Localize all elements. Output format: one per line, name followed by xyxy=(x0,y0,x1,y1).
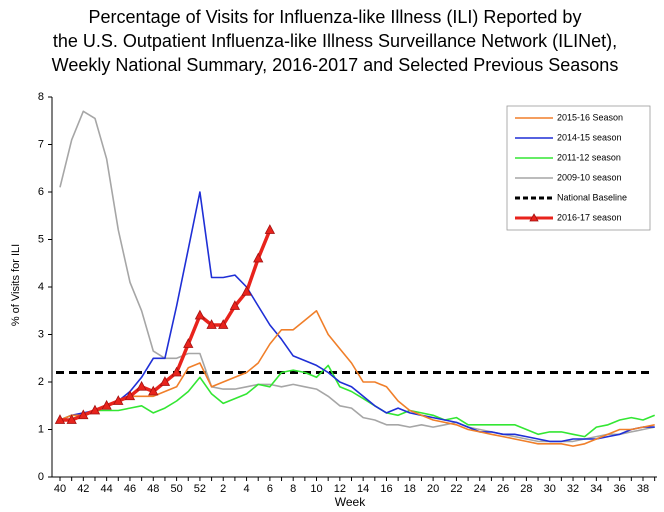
point xyxy=(124,390,136,401)
x-tick-label: 42 xyxy=(77,483,89,495)
x-tick-label: 14 xyxy=(357,483,369,495)
legend-label: 2011-12 season xyxy=(557,152,621,162)
chart-title: Weekly National Summary, 2016-2017 and S… xyxy=(52,55,619,75)
x-tick-label: 46 xyxy=(124,483,136,495)
point xyxy=(206,319,217,329)
point xyxy=(241,285,252,296)
x-tick-label: 48 xyxy=(147,483,159,495)
point xyxy=(264,224,276,234)
y-tick-label: 3 xyxy=(38,328,44,340)
series-line xyxy=(59,364,655,438)
x-tick-label: 32 xyxy=(567,483,579,495)
legend-label: National Baseline xyxy=(557,192,627,202)
y-tick-label: 4 xyxy=(38,281,44,293)
point xyxy=(229,300,241,310)
point xyxy=(113,395,124,405)
legend-label: 2016-17 season xyxy=(557,212,622,222)
series-line xyxy=(59,310,655,447)
point xyxy=(253,252,264,263)
x-tick-label: 6 xyxy=(267,483,273,495)
x-tick-label: 18 xyxy=(404,483,416,495)
legend-marker xyxy=(529,213,539,222)
point xyxy=(78,409,89,420)
point xyxy=(89,404,101,415)
y-tick-label: 5 xyxy=(38,233,44,245)
x-tick-label: 52 xyxy=(194,483,206,495)
point xyxy=(171,366,182,377)
y-tick-label: 0 xyxy=(38,471,44,483)
point xyxy=(218,319,229,329)
x-tick-label: 36 xyxy=(614,483,626,495)
x-tick-label: 30 xyxy=(544,483,556,495)
x-tick-label: 50 xyxy=(170,483,182,495)
point xyxy=(54,414,66,424)
point xyxy=(101,399,112,410)
y-axis-label: % of Visits for ILI xyxy=(10,244,22,326)
x-tick-label: 12 xyxy=(334,483,346,495)
legend-label: 2014-15 season xyxy=(557,132,622,142)
x-tick-label: 24 xyxy=(474,483,486,495)
y-tick-label: 7 xyxy=(38,138,44,150)
legend-label: 2009-10 season xyxy=(557,172,622,182)
point xyxy=(159,376,171,386)
x-tick-label: 40 xyxy=(54,483,66,495)
series-line xyxy=(59,191,655,443)
point xyxy=(136,380,147,391)
x-tick-label: 44 xyxy=(101,483,113,495)
point xyxy=(183,338,194,348)
chart-title: Percentage of Visits for Influenza-like … xyxy=(89,7,582,27)
x-tick-label: 8 xyxy=(290,483,296,495)
point xyxy=(194,309,206,320)
x-tick-label: 22 xyxy=(450,483,462,495)
y-tick-label: 1 xyxy=(38,423,44,435)
x-tick-label: 16 xyxy=(380,483,392,495)
x-tick-label: 26 xyxy=(497,483,509,495)
y-tick-label: 6 xyxy=(38,186,44,198)
y-tick-label: 8 xyxy=(38,91,44,103)
legend-box xyxy=(506,105,651,231)
x-tick-label: 28 xyxy=(520,483,532,495)
x-tick-label: 20 xyxy=(427,483,439,495)
x-tick-label: 34 xyxy=(590,483,602,495)
y-tick-label: 2 xyxy=(38,376,44,388)
x-tick-label: 2 xyxy=(220,483,226,495)
x-tick-label: 38 xyxy=(637,483,649,495)
point xyxy=(66,414,77,424)
legend-label: 2015-16 Season xyxy=(557,112,623,122)
x-axis-label: Week xyxy=(335,495,366,509)
point xyxy=(148,385,159,396)
chart-title: the U.S. Outpatient Influenza-like Illne… xyxy=(53,31,617,51)
x-tick-label: 4 xyxy=(243,483,249,495)
x-tick-label: 10 xyxy=(310,483,322,495)
